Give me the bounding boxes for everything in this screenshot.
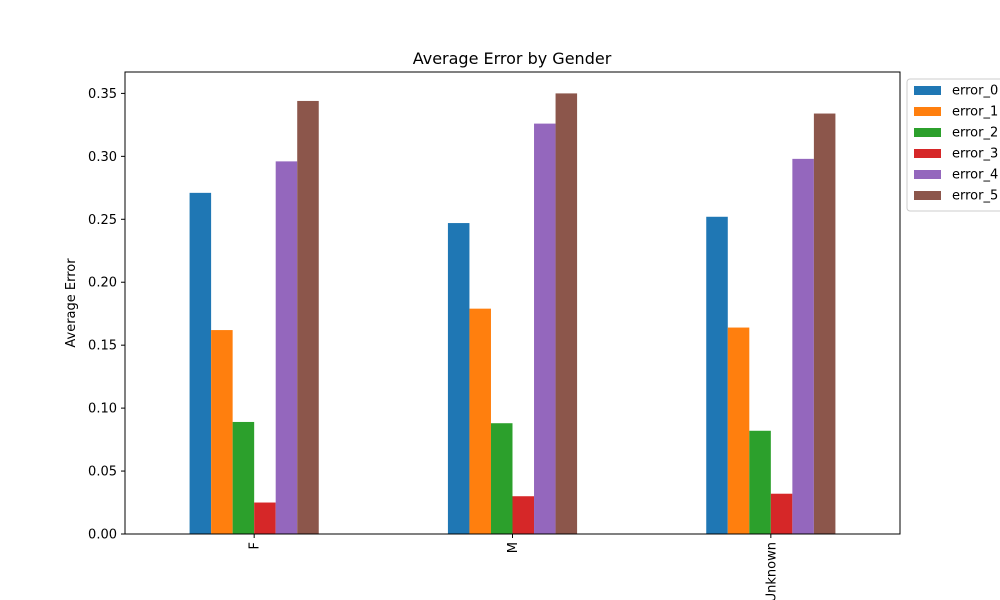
bar-error_5-f [297, 100, 319, 534]
bar-error_2-f [232, 421, 255, 534]
y-tick-label: 0.05 [88, 465, 117, 480]
bar-error_0-m [447, 223, 470, 534]
legend-swatch-error_2 [914, 128, 941, 137]
plot-frame [124, 71, 901, 535]
bar-error_3-unknown [770, 493, 793, 534]
y-tick-label: 0.35 [88, 87, 117, 102]
legend-swatch-error_5 [914, 191, 941, 200]
bar-error_2-unknown [749, 430, 771, 534]
legend-swatch-error_3 [914, 149, 941, 158]
legend-label-error_5: error_5 [952, 189, 998, 204]
y-tick-label: 0.00 [88, 528, 117, 543]
x-ticks-group: F M Unknown [248, 534, 779, 600]
legend-label-error_0: error_0 [952, 84, 998, 99]
y-tick-label: 0.10 [88, 402, 117, 417]
x-tick-label-m: M [506, 542, 521, 553]
bar-error_4-f [275, 161, 298, 534]
legend: error_0 error_1 error_2 error_3 error_4error… [906, 78, 1000, 212]
legend-label-error_1: error_1 [952, 105, 998, 120]
legend-label-error_2: error_2 [952, 126, 998, 141]
bar-error_0-f [189, 192, 212, 534]
bar-error_5-m [555, 93, 578, 535]
bar-error_3-f [254, 502, 276, 534]
bar-error_0-unknown [706, 216, 728, 534]
y-tick-label: 0.30 [88, 150, 117, 165]
bar-error_3-m [512, 496, 535, 534]
legend-label-error_4: error_4 [952, 168, 998, 183]
bar-error_1-m [469, 308, 491, 534]
x-tick-label-f: F [248, 542, 263, 549]
y-tick-label: 0.25 [88, 213, 117, 228]
bar-error_2-m [490, 423, 513, 534]
y-tick-label: 0.20 [88, 276, 117, 291]
bar-error_5-unknown [813, 113, 836, 534]
bar-error_4-unknown [792, 158, 814, 535]
legend-swatch-error_4 [914, 170, 941, 179]
legend-swatch-error_1 [914, 107, 941, 116]
bar-error_4-m [534, 123, 556, 535]
legend-label-error_3: error_3 [952, 147, 998, 162]
y-axis-label: Average Error [64, 258, 79, 348]
y-ticks-group: 0.00 0.05 0.10 0.15 0.20 0.25 0.30 0.35 [88, 87, 125, 543]
x-tick-label-unknown: Unknown [764, 542, 779, 600]
y-tick-label: 0.15 [88, 339, 117, 354]
legend-swatch-error_0 [914, 86, 941, 95]
bars-group [189, 93, 836, 535]
bar-error_1-f [211, 330, 233, 534]
chart-title: Average Error by Gender [413, 49, 612, 68]
bar-error_1-unknown [727, 327, 750, 534]
